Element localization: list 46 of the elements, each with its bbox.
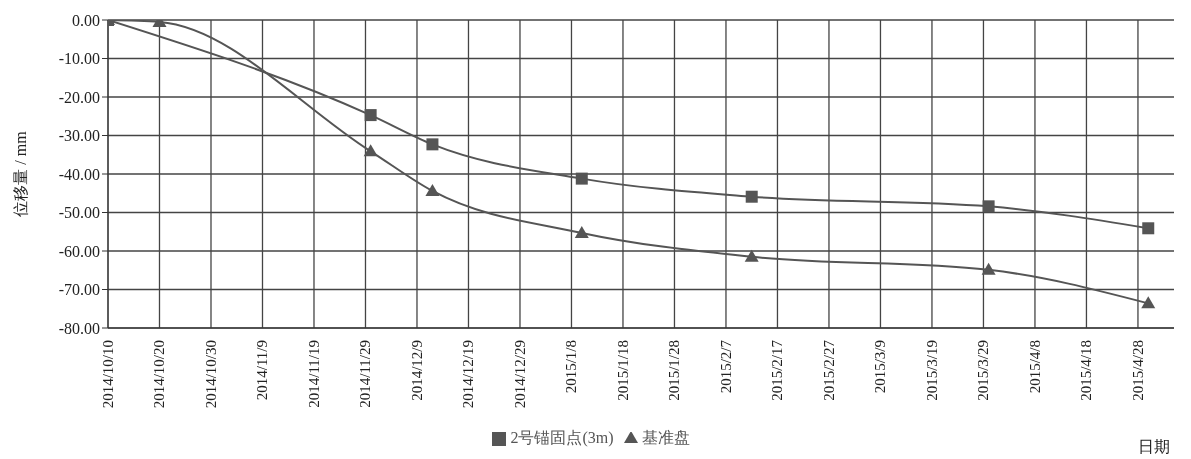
legend-label: 基准盘: [641, 429, 690, 446]
x-tick-label: 2014/12/9: [408, 340, 425, 401]
point: [574, 225, 589, 238]
y-tick-label: -80.00: [58, 319, 100, 337]
x-tick-label: 2015/1/8: [563, 340, 580, 394]
point: [364, 109, 377, 122]
x-tick-label: 2015/3/9: [872, 340, 889, 394]
point: [1141, 296, 1156, 309]
x-tick-label: 2014/12/19: [460, 340, 477, 409]
point: [426, 138, 439, 151]
x-tick-label: 2015/2/27: [820, 339, 837, 401]
x-tick-label: 2015/2/7: [717, 339, 734, 394]
y-tick-label: -40.00: [58, 165, 100, 183]
y-axis-title: 位移量 / mm: [11, 130, 29, 217]
point: [745, 190, 758, 203]
y-tick-label: 0.00: [72, 11, 100, 29]
x-tick-label: 2014/11/29: [357, 340, 374, 408]
x-tick-label: 2015/3/29: [975, 340, 992, 401]
point: [744, 249, 759, 262]
legend-label: 2号锚固点(3m): [510, 429, 614, 446]
x-tick-label: 2015/2/17: [769, 339, 786, 401]
x-tick-label: 2015/1/18: [614, 340, 631, 401]
point: [575, 172, 588, 185]
point: [425, 183, 440, 196]
point: [982, 200, 995, 213]
y-tick-label: -50.00: [58, 204, 100, 222]
x-tick-label: 2015/1/28: [666, 340, 683, 401]
point: [1142, 222, 1155, 235]
y-tick-label: -70.00: [58, 281, 100, 299]
y-tick-label: -30.00: [58, 127, 100, 145]
y-tick-label: -10.00: [58, 50, 100, 68]
x-tick-label: 2014/10/30: [203, 340, 219, 409]
y-tick-label: -60.00: [58, 242, 100, 260]
point: [363, 144, 378, 157]
x-axis-title: 日期: [1138, 438, 1170, 455]
y-tick-label: -20.00: [58, 88, 100, 106]
x-tick-label: 2015/4/28: [1129, 340, 1146, 401]
x-tick-label: 2015/4/8: [1026, 340, 1043, 394]
x-tick-label: 2015/4/18: [1078, 340, 1095, 401]
x-tick-label: 2014/11/19: [305, 340, 322, 408]
x-tick-label: 2014/12/29: [511, 340, 528, 409]
x-tick-label: 2014/10/20: [151, 340, 168, 409]
point: [981, 262, 996, 275]
x-tick-label: 2014/11/9: [254, 340, 271, 401]
x-tick-label: 2014/10/10: [100, 340, 116, 409]
x-tick-label: 2015/3/19: [923, 340, 940, 401]
